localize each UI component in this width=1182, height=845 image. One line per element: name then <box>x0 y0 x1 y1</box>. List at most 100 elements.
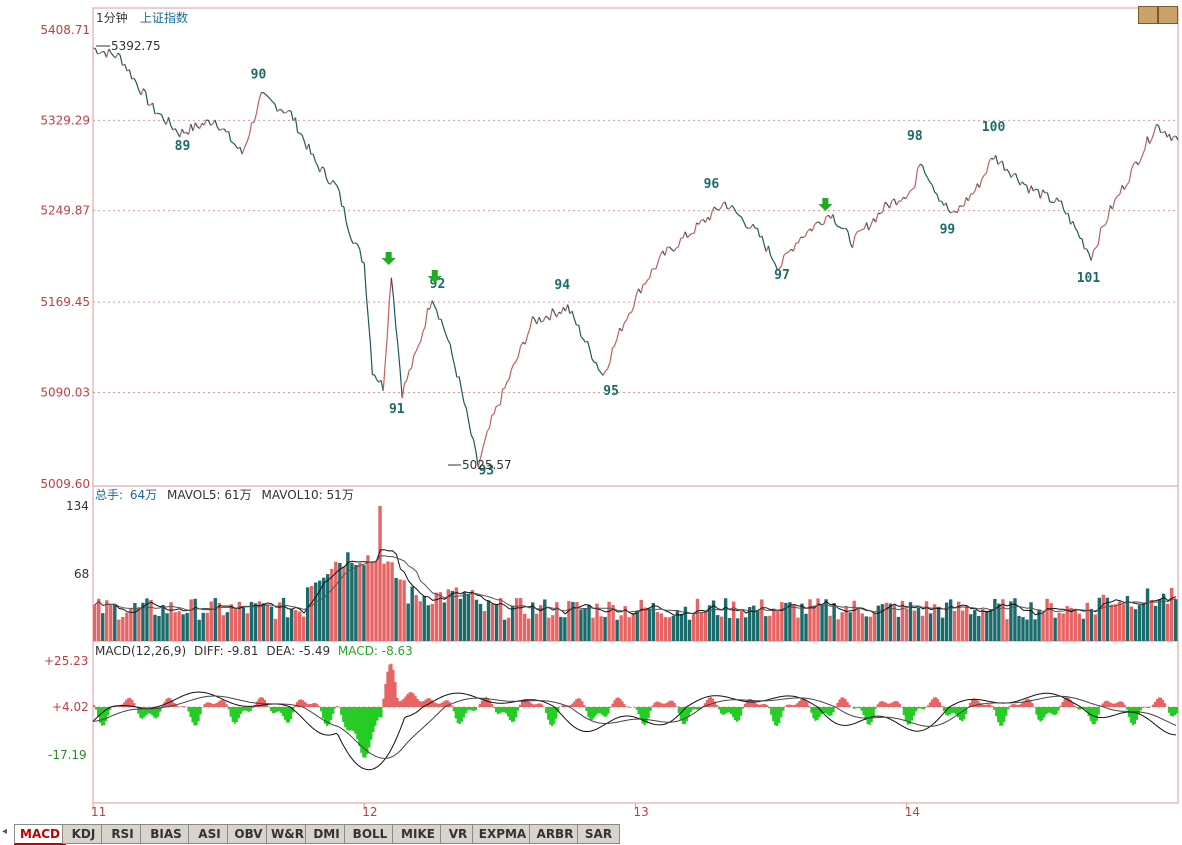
macd-bar <box>119 706 121 707</box>
macd-bar <box>963 707 965 719</box>
volume-bar <box>181 614 184 641</box>
maximize-window-button[interactable] <box>1158 6 1178 24</box>
tab-arbr[interactable]: ARBR <box>529 824 581 844</box>
volume-bar <box>1021 617 1024 641</box>
macd-bar <box>987 704 989 707</box>
price-segment <box>1022 182 1024 185</box>
macd-bar <box>623 704 625 707</box>
macd-bar <box>597 707 599 713</box>
price-segment <box>786 252 788 253</box>
price-segment <box>1127 182 1129 185</box>
price-segment <box>193 123 195 131</box>
macd-bar <box>875 707 877 709</box>
macd-bar <box>1067 698 1069 707</box>
macd-bar <box>629 707 631 708</box>
macd-bar <box>280 707 282 713</box>
tab-sar[interactable]: SAR <box>577 824 620 844</box>
tab-asi[interactable]: ASI <box>188 824 231 844</box>
macd-bar <box>846 702 848 707</box>
price-segment <box>282 110 284 113</box>
volume-bar <box>812 606 815 641</box>
macd-bar <box>736 707 738 722</box>
macd-bar <box>1132 707 1134 725</box>
macd-bar <box>826 707 828 715</box>
tab-kdj[interactable]: KDJ <box>62 824 105 844</box>
macd-bar <box>362 707 364 757</box>
macd-bar <box>861 707 863 711</box>
price-segment <box>973 191 975 194</box>
macd-bar <box>688 707 690 717</box>
tab-dmi[interactable]: DMI <box>305 824 348 844</box>
volume-bar <box>599 616 602 641</box>
macd-bar <box>812 707 814 718</box>
volume-total-label: 总手: <box>95 488 123 502</box>
volume-bar <box>459 599 462 641</box>
volume-bar <box>776 611 779 641</box>
price-segment <box>111 53 113 56</box>
macd-bar <box>923 707 925 709</box>
volume-bar <box>161 605 164 641</box>
price-segment <box>913 187 915 188</box>
tab-scroll-left-icon[interactable]: ◂ <box>2 826 7 837</box>
macd-bar <box>244 707 246 710</box>
price-segment <box>739 215 741 216</box>
macd-bar <box>961 707 963 721</box>
tab-wr[interactable]: W&R <box>266 824 309 844</box>
volume-bar <box>800 604 803 641</box>
restore-window-button[interactable] <box>1138 6 1158 24</box>
price-segment <box>864 223 866 229</box>
price-segment <box>473 439 475 451</box>
tab-bias[interactable]: BIAS <box>140 824 192 844</box>
macd-bar <box>758 705 760 707</box>
price-segment <box>98 53 100 54</box>
macd-bar <box>304 702 306 707</box>
macd-bar <box>93 705 95 707</box>
macd-bar <box>1078 707 1080 710</box>
price-segment <box>839 227 841 229</box>
price-segment <box>581 336 583 338</box>
price-segment <box>304 141 306 149</box>
tab-boll[interactable]: BOLL <box>344 824 396 844</box>
volume-mavol5: MAVOL5: 61万 <box>167 488 252 502</box>
tab-expma[interactable]: EXPMA <box>472 824 533 844</box>
wave-label: 100 <box>982 120 1006 135</box>
macd-bar <box>917 707 919 709</box>
volume-bars <box>93 506 1177 641</box>
macd-bar <box>607 707 609 714</box>
tab-vr[interactable]: VR <box>440 824 476 844</box>
price-segment <box>95 48 97 54</box>
volume-bar <box>591 618 594 641</box>
volume-bar <box>1017 616 1020 641</box>
price-segment <box>387 300 389 336</box>
macd-bar <box>869 707 871 725</box>
macd-bar <box>734 707 736 720</box>
macd-bar <box>949 707 951 715</box>
wave-label: 98 <box>907 129 923 144</box>
macd-bar <box>840 697 842 707</box>
volume-bar <box>1170 588 1173 641</box>
volume-bar <box>354 565 357 641</box>
wave-label: 101 <box>1077 271 1101 286</box>
macd-bar <box>985 705 987 707</box>
price-segment <box>629 313 631 314</box>
tab-macd[interactable]: MACD <box>14 824 66 845</box>
price-segment <box>964 198 966 207</box>
volume-bar <box>390 562 393 641</box>
macd-bar <box>919 707 921 708</box>
tab-mike[interactable]: MIKE <box>392 824 444 844</box>
volume-bar <box>495 604 498 641</box>
volume-bar <box>455 587 458 641</box>
price-segment <box>324 168 326 178</box>
volume-bar <box>696 599 699 641</box>
volume-bar <box>644 608 647 641</box>
volume-bar <box>937 608 940 641</box>
volume-bar <box>981 609 984 641</box>
price-segment <box>1150 139 1152 143</box>
volume-bar <box>306 587 309 641</box>
tab-rsi[interactable]: RSI <box>101 824 144 844</box>
macd-bar <box>790 705 792 707</box>
price-segment <box>419 341 421 345</box>
tab-obv[interactable]: OBV <box>227 824 270 844</box>
macd-bar <box>376 707 378 721</box>
price-segment <box>146 92 148 105</box>
